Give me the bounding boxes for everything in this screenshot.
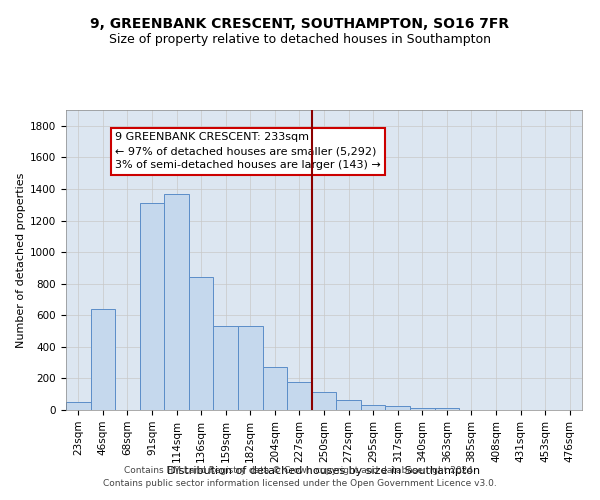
Bar — [140, 203, 164, 410]
Text: Size of property relative to detached houses in Southampton: Size of property relative to detached ho… — [109, 32, 491, 46]
Bar — [189, 278, 214, 410]
Bar — [287, 382, 312, 410]
Bar — [385, 406, 410, 410]
Bar — [410, 408, 434, 410]
Text: 9 GREENBANK CRESCENT: 233sqm
← 97% of detached houses are smaller (5,292)
3% of : 9 GREENBANK CRESCENT: 233sqm ← 97% of de… — [115, 132, 381, 170]
X-axis label: Distribution of detached houses by size in Southampton: Distribution of detached houses by size … — [167, 466, 481, 476]
Y-axis label: Number of detached properties: Number of detached properties — [16, 172, 26, 348]
Bar — [214, 326, 238, 410]
Text: Contains HM Land Registry data © Crown copyright and database right 2024.
Contai: Contains HM Land Registry data © Crown c… — [103, 466, 497, 487]
Bar — [91, 309, 115, 410]
Bar — [238, 326, 263, 410]
Bar — [164, 194, 189, 410]
Bar — [361, 406, 385, 410]
Bar — [312, 392, 336, 410]
Bar — [66, 402, 91, 410]
Text: 9, GREENBANK CRESCENT, SOUTHAMPTON, SO16 7FR: 9, GREENBANK CRESCENT, SOUTHAMPTON, SO16… — [91, 18, 509, 32]
Bar — [434, 408, 459, 410]
Bar — [336, 400, 361, 410]
Bar — [263, 368, 287, 410]
